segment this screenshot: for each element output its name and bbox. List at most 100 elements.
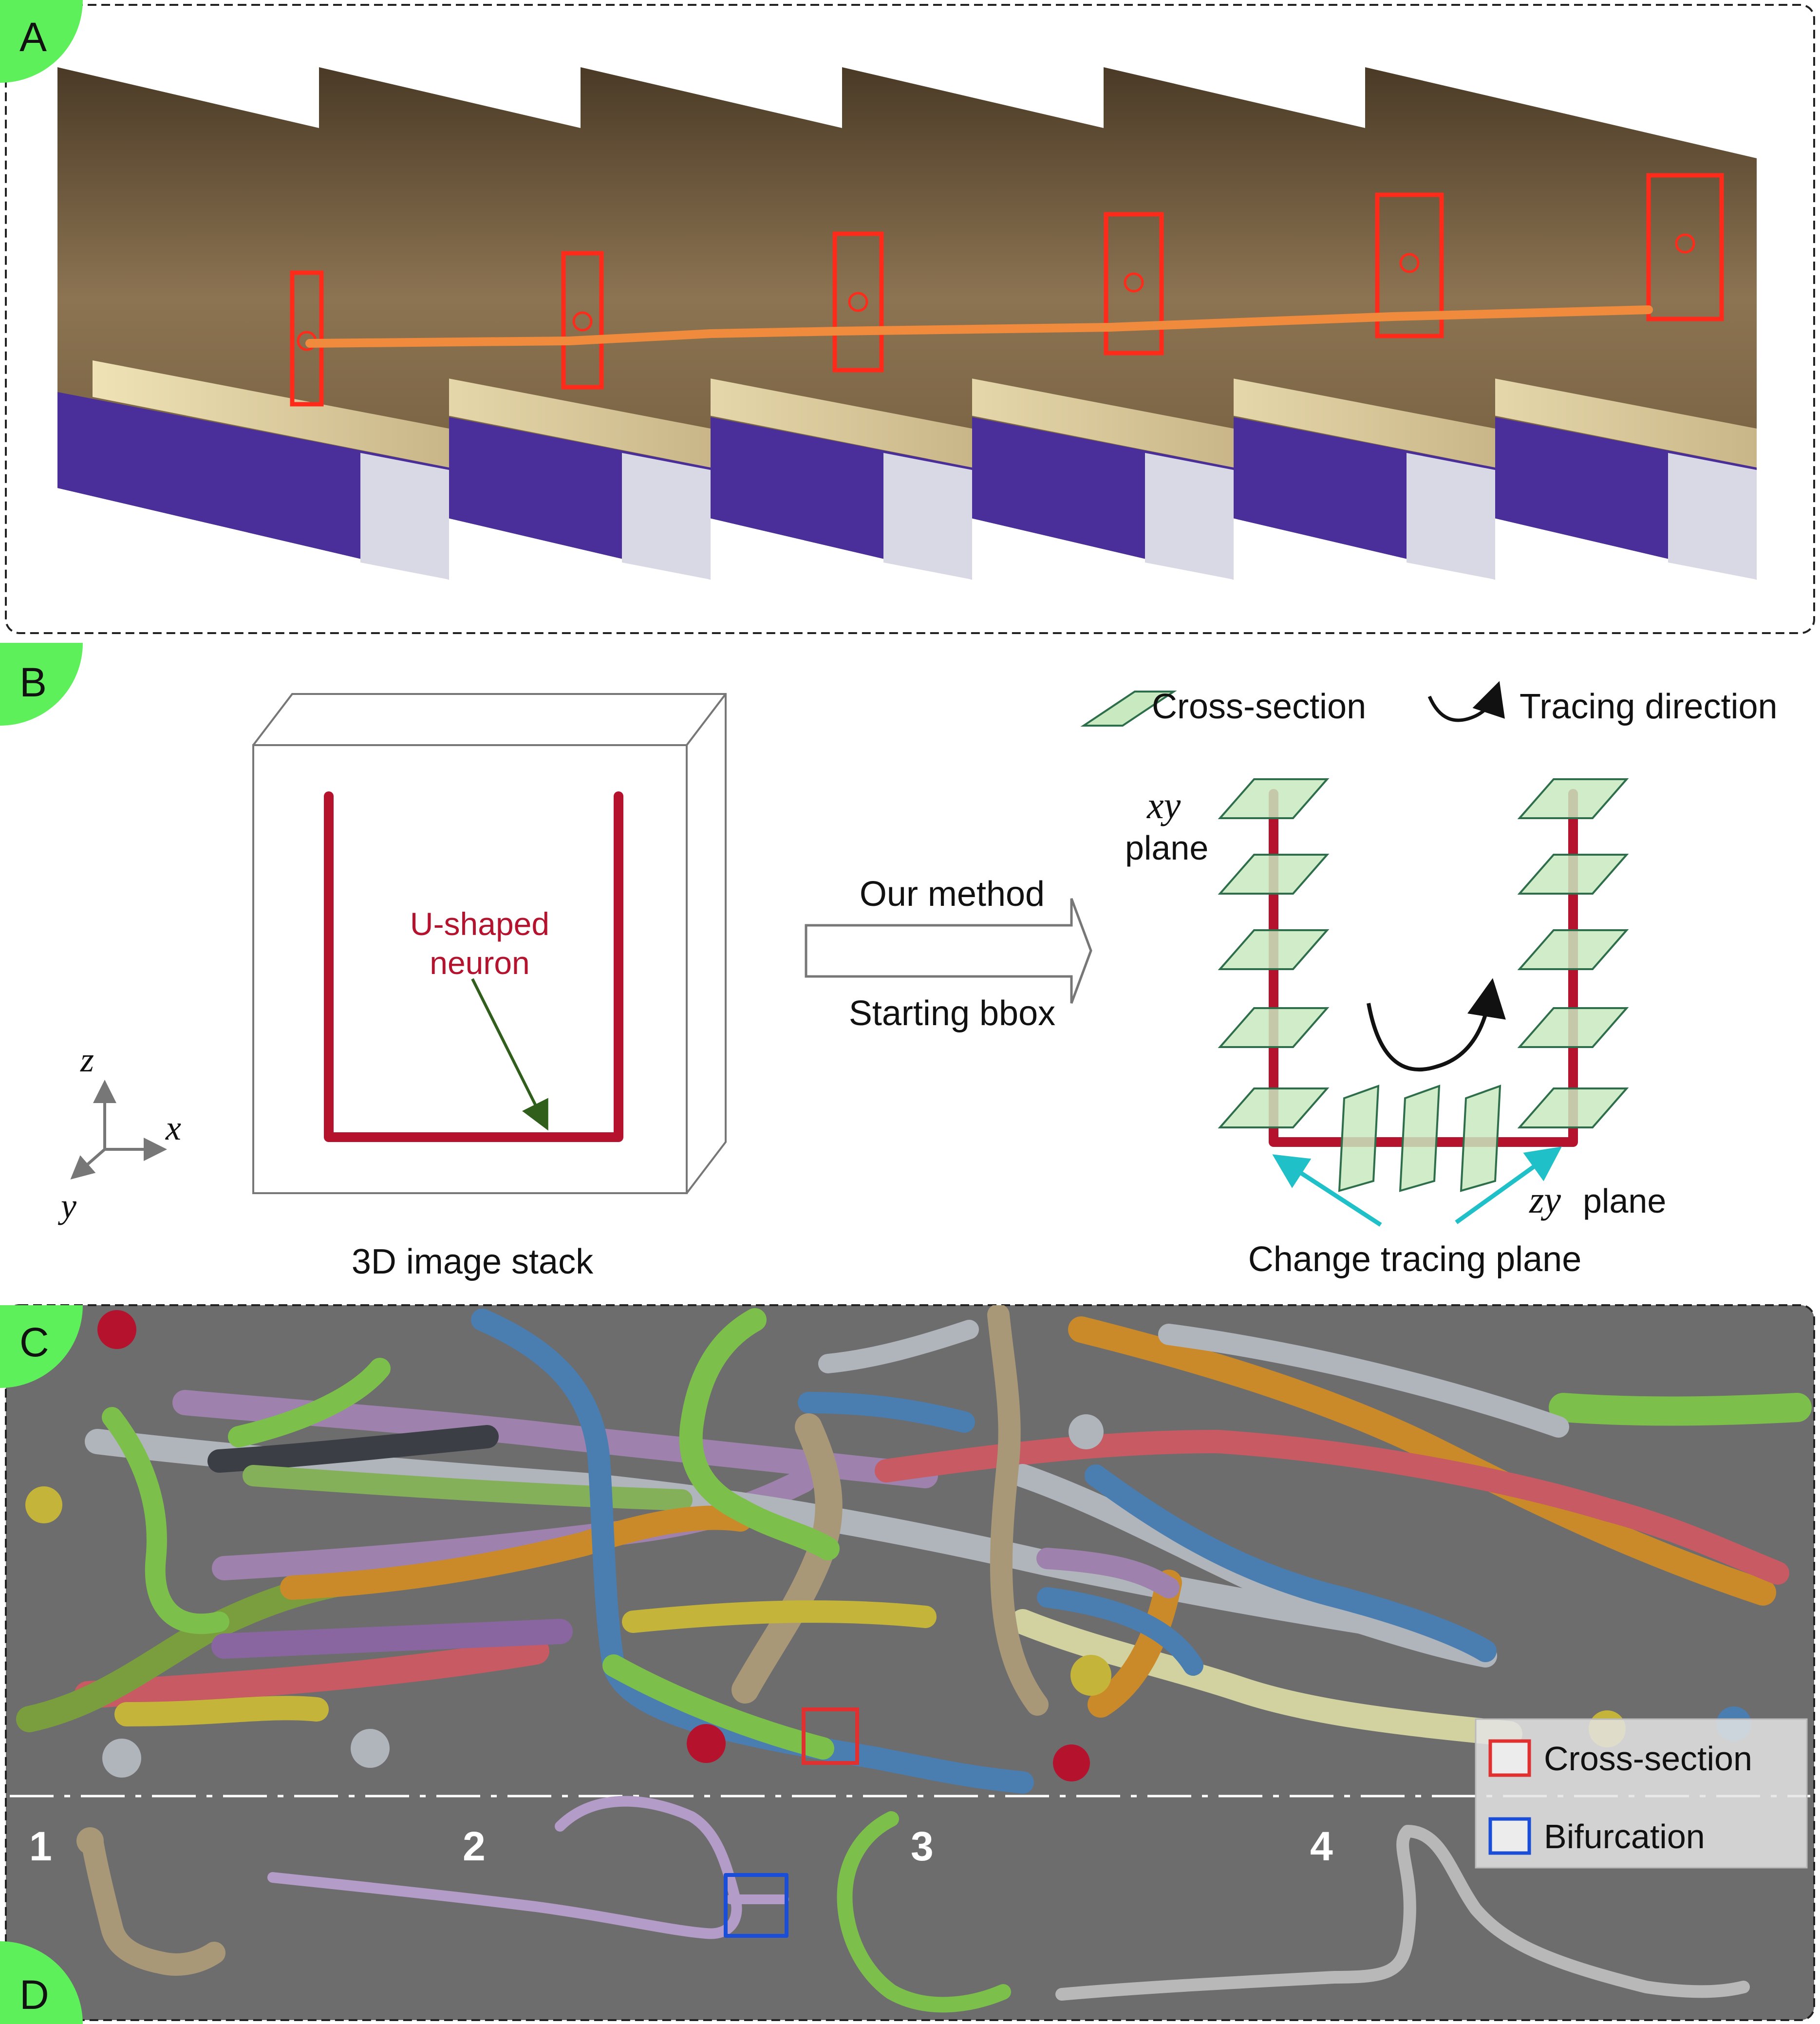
change-plane-arrow-left — [1272, 1154, 1382, 1227]
tracking-box — [290, 270, 324, 407]
xy-cross-section — [1517, 778, 1629, 819]
bifurcation-marker — [724, 1873, 788, 1938]
tracking-box — [561, 251, 604, 390]
video-frame — [57, 67, 449, 580]
neuron-tube — [211, 1619, 573, 1659]
neuron-tube — [243, 1465, 693, 1511]
legend-cross-section-icon — [1080, 691, 1177, 727]
neuron-label-line2: neuron — [430, 945, 530, 981]
neuron-tube — [1158, 1324, 1569, 1438]
neuron-number-4: 4 — [1310, 1823, 1333, 1869]
cross-section-marker — [802, 1707, 859, 1765]
neuron-tube — [875, 1430, 1789, 1585]
neuron-tube — [798, 1392, 975, 1433]
xy-cross-section — [1517, 1007, 1629, 1048]
svg-text:D: D — [19, 1972, 49, 2018]
xy-cross-section — [1218, 1087, 1330, 1128]
neuron-tube — [207, 1425, 499, 1473]
arrow-label-top: Our method — [860, 875, 1045, 914]
zy-math-label: zy — [1529, 1179, 1561, 1221]
badge-c: C — [0, 1305, 83, 1388]
u-shaped-neuron — [324, 791, 623, 1142]
tracing-direction-arrow — [1367, 978, 1506, 1072]
tracking-box — [1375, 192, 1444, 338]
neuron-tube — [228, 1358, 391, 1447]
neuron-blob — [687, 1724, 726, 1763]
neuron-tube — [102, 1407, 229, 1634]
neuron-blob — [97, 1310, 136, 1349]
neuron-number-1: 1 — [29, 1823, 52, 1869]
video-frames — [57, 67, 1757, 580]
neuron-tube — [679, 1308, 840, 1560]
neuron-pointer-arrow — [471, 978, 548, 1131]
neuron-number-2: 2 — [463, 1823, 486, 1869]
neuron-tube — [1085, 1464, 1497, 1662]
panel-b: B z x y U-shaped neuron 3D image stack O… — [0, 643, 1778, 1281]
method-arrow — [805, 898, 1092, 1004]
axes-gizmo — [70, 1080, 167, 1180]
panel-d-neurons — [76, 1796, 1750, 2013]
cross-section-planes — [1218, 778, 1629, 1192]
badge-a: A — [0, 0, 83, 83]
neuron-blob — [102, 1739, 141, 1778]
stack-caption: 3D image stack — [352, 1242, 594, 1281]
legend-direction-label: Tracing direction — [1520, 687, 1778, 726]
badge-b: B — [0, 643, 83, 726]
tracking-box — [832, 231, 884, 373]
neuron-tube — [732, 1413, 843, 1704]
neuron-tube — [1036, 1548, 1180, 1598]
change-plane-arrow-right — [1455, 1146, 1562, 1224]
neuron-tube — [602, 1654, 834, 1760]
xy-cross-section — [1517, 854, 1629, 895]
change-plane-label: Change tracing plane — [1248, 1240, 1582, 1279]
arrow-label-bottom: Starting bbox — [849, 994, 1055, 1033]
axis-z-label: z — [80, 1040, 94, 1079]
svg-text:A: A — [19, 14, 47, 60]
neuron-blob — [1069, 1414, 1104, 1449]
zy-plane-label: plane — [1583, 1182, 1666, 1220]
neuron-label-line1: U-shaped — [410, 906, 549, 942]
legend-c: Cross-section Bifurcation — [1475, 1718, 1808, 1869]
neuron-blob — [1053, 1744, 1090, 1781]
neuron-tube — [74, 1637, 549, 1708]
xy-cross-section — [1218, 778, 1330, 819]
zy-cross-section — [1399, 1085, 1441, 1192]
neuron-blob — [25, 1486, 62, 1523]
zy-cross-section — [1460, 1085, 1501, 1192]
tracking-box — [1104, 212, 1164, 356]
panel-c-d: Cross-section Bifurcation 1 2 3 4 C D — [0, 1304, 1815, 2024]
legend-cross-section-label: Cross-section — [1152, 687, 1366, 726]
neuron-tube — [1010, 1609, 1522, 1746]
axis-x-label: x — [165, 1108, 181, 1147]
neuron-blob — [351, 1729, 390, 1768]
legend-bifurcation: Bifurcation — [1544, 1818, 1705, 1855]
xy-cross-section — [1218, 854, 1330, 895]
xy-math-label: xy — [1146, 784, 1181, 826]
tracking-trajectory — [305, 305, 1653, 348]
svg-text:C: C — [19, 1319, 49, 1365]
neuron-tube — [818, 1320, 979, 1373]
neuron-tube — [280, 1505, 752, 1600]
legend-cross-section-c: Cross-section — [1544, 1740, 1752, 1778]
panel-a: A — [0, 0, 1815, 634]
neuron-tube — [1088, 1570, 1182, 1718]
neuron-tube — [1011, 1464, 1497, 1668]
neuron-tube — [1068, 1316, 1776, 1606]
svg-text:B: B — [19, 659, 47, 705]
zy-cross-section — [1338, 1085, 1380, 1192]
badge-d: D — [0, 1941, 83, 2024]
xy-plane-label: plane — [1125, 829, 1208, 867]
legend-direction-icon — [1427, 681, 1505, 722]
neuron-tube — [1037, 1587, 1203, 1676]
neuron-tube — [114, 1696, 329, 1726]
xy-cross-section — [1517, 1087, 1629, 1128]
xy-cross-section — [1218, 1007, 1330, 1048]
xy-cross-section — [1218, 929, 1330, 970]
neuron-reconstruction-3d — [16, 1305, 1812, 1794]
image-stack-box — [252, 693, 727, 1194]
neuron-tube — [622, 1600, 937, 1633]
axis-y-label: y — [57, 1186, 76, 1225]
neuron-number-3: 3 — [911, 1823, 934, 1869]
tracking-box — [1646, 173, 1724, 321]
